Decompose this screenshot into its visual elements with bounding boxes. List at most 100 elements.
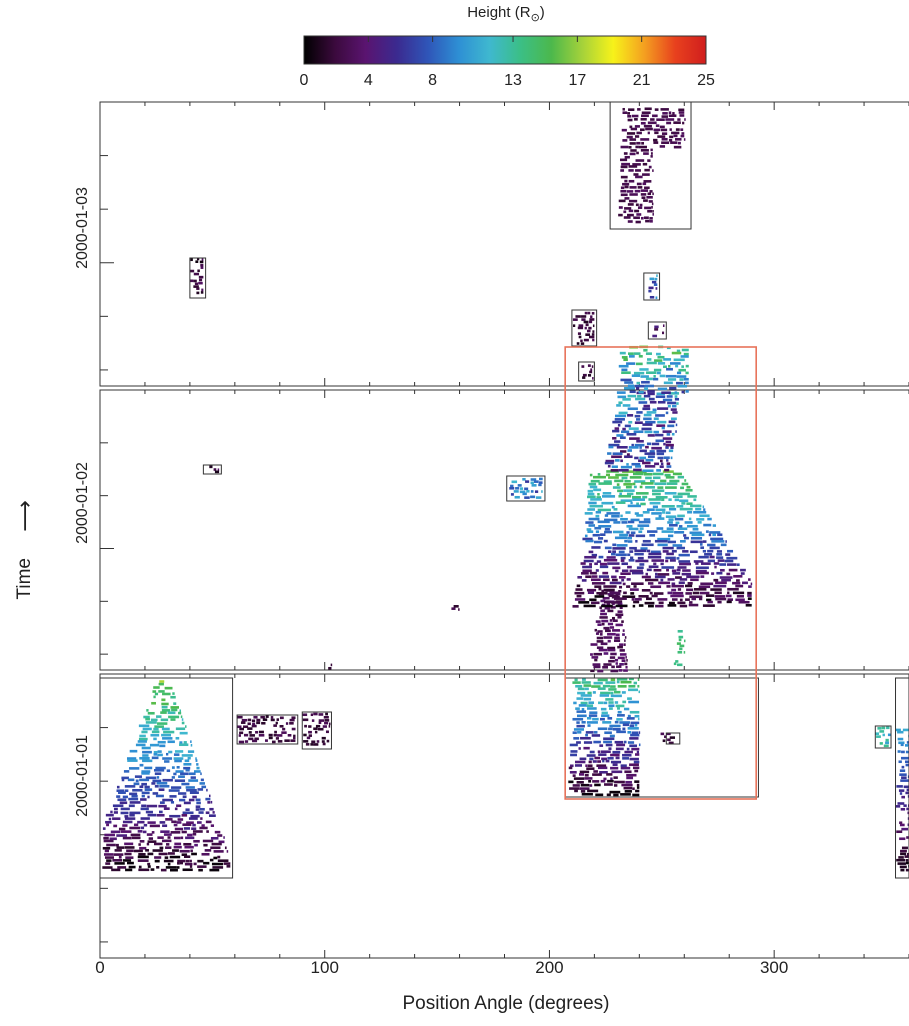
detection-mark — [639, 446, 642, 449]
detection-mark — [585, 764, 588, 768]
detection-mark — [613, 784, 618, 787]
detection-mark — [609, 581, 622, 585]
panel-frame — [99, 101, 909, 387]
detection-mark — [901, 765, 905, 769]
detection-mark — [313, 743, 319, 746]
detection-mark — [200, 772, 202, 776]
detection-mark — [661, 426, 665, 430]
detection-mark — [118, 827, 126, 831]
detection-mark — [174, 842, 182, 846]
detection-mark — [587, 489, 594, 493]
detection-mark — [643, 216, 649, 220]
detection-mark — [618, 494, 632, 498]
detection-mark — [138, 853, 146, 856]
detection-mark — [650, 118, 655, 121]
detection-mark — [610, 694, 622, 698]
detection-mark — [631, 582, 644, 585]
detection-mark — [187, 756, 191, 760]
detection-mark — [612, 530, 624, 534]
detection-mark — [584, 534, 588, 538]
detection-mark — [303, 740, 309, 743]
detection-mark — [321, 740, 325, 743]
detection-box — [609, 101, 692, 230]
detection-mark — [603, 626, 610, 630]
detection-mark — [583, 746, 590, 750]
detection-mark — [586, 704, 594, 707]
detection-mark — [141, 770, 151, 773]
detection-mark — [611, 505, 615, 509]
detection-mark — [690, 504, 702, 508]
detection-mark — [293, 736, 296, 740]
detection-mark — [622, 111, 628, 114]
panel-frame — [99, 673, 909, 959]
detection-mark — [291, 727, 296, 731]
detection-mark — [587, 707, 597, 710]
detection-mark — [680, 134, 685, 138]
detection-mark — [186, 821, 194, 824]
detection-mark — [637, 206, 643, 209]
detection-mark — [665, 443, 674, 447]
detection-box — [643, 272, 661, 301]
detection-mark — [577, 731, 582, 734]
detection-mark — [685, 592, 692, 595]
detection-mark — [181, 718, 184, 721]
detection-mark — [129, 749, 138, 753]
detection-mark — [740, 568, 746, 572]
detection-mark — [254, 737, 259, 741]
detection-mark — [622, 398, 631, 401]
detection-mark — [669, 386, 677, 390]
detection-mark — [241, 718, 248, 722]
detection-mark — [617, 685, 627, 688]
detection-mark — [179, 849, 190, 853]
detection-mark — [576, 342, 580, 345]
detection-box — [665, 732, 681, 745]
detection-box — [571, 309, 598, 347]
detection-mark — [589, 784, 593, 787]
detection-mark — [610, 669, 619, 673]
detection-mark — [625, 665, 628, 669]
detection-mark — [624, 185, 629, 189]
detection-mark — [636, 439, 644, 443]
detection-mark — [899, 823, 905, 827]
detection-mark — [687, 582, 693, 585]
detection-mark — [282, 727, 286, 731]
detection-mark — [214, 470, 220, 474]
detection-mark — [600, 609, 605, 613]
detection-mark — [685, 598, 690, 601]
detection-mark — [673, 134, 678, 138]
detection-mark — [156, 781, 168, 785]
detection-mark — [142, 759, 153, 763]
detection-mark — [665, 556, 676, 560]
detection-mark — [638, 690, 641, 694]
detection-mark — [634, 125, 640, 128]
detection-mark — [578, 773, 585, 776]
detection-mark — [590, 498, 602, 501]
detection-mark — [616, 483, 620, 486]
detection-mark — [195, 260, 199, 263]
detection-mark — [587, 508, 596, 511]
detection-mark — [670, 456, 673, 460]
detection-mark — [583, 741, 593, 744]
detection-mark — [270, 716, 274, 719]
detection-mark — [574, 789, 578, 793]
detection-mark — [157, 753, 163, 757]
detection-mark — [698, 555, 709, 559]
detection-mark — [653, 375, 656, 378]
detection-mark — [593, 681, 603, 685]
detection-mark — [174, 779, 186, 782]
detection-mark — [238, 740, 245, 744]
detection-mark — [588, 524, 596, 527]
detection-mark — [127, 778, 135, 782]
detection-mark — [600, 612, 607, 616]
detection-mark — [313, 712, 318, 716]
detection-mark — [676, 371, 682, 375]
detection-mark — [628, 199, 638, 203]
detection-mark — [161, 727, 170, 731]
detection-mark — [602, 759, 605, 763]
detection-mark — [618, 669, 623, 672]
detection-mark — [103, 839, 114, 843]
detection-mark — [654, 131, 659, 135]
detection-mark — [640, 138, 650, 141]
detection-mark — [646, 361, 657, 365]
detection-mark — [710, 537, 724, 541]
